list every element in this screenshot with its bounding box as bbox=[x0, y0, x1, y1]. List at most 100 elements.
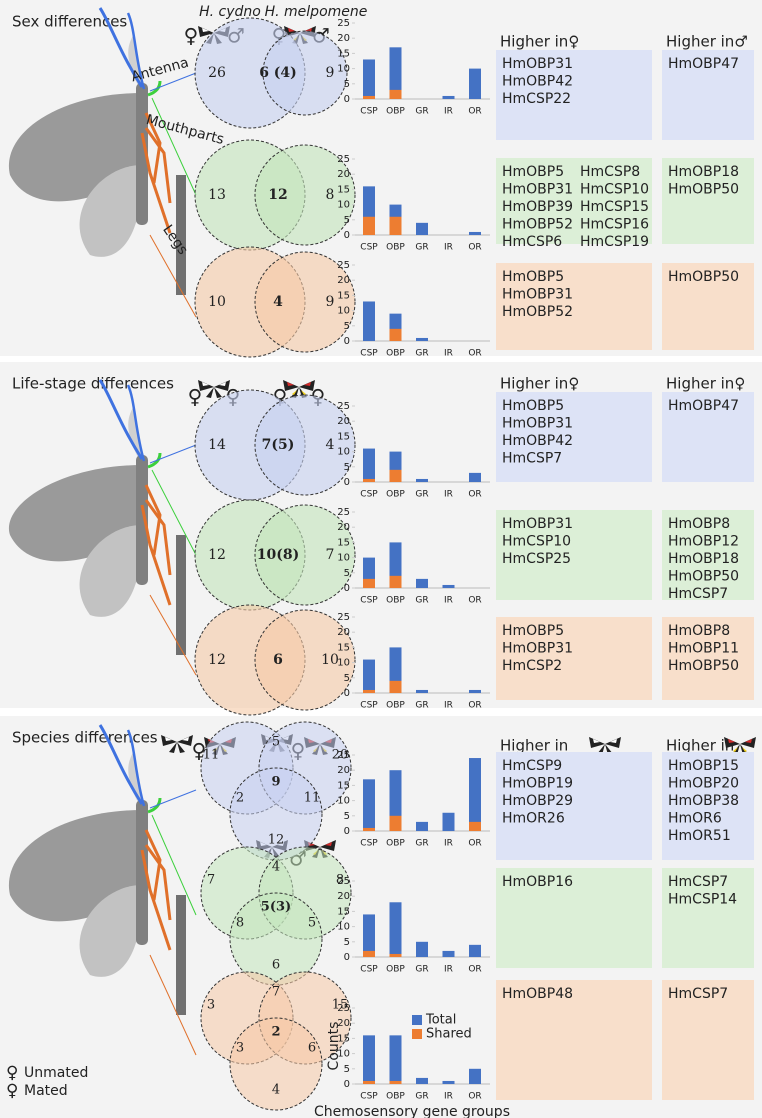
bar bbox=[363, 216, 375, 235]
y-tick-label: 15 bbox=[337, 906, 350, 917]
gene-name: HmCSP7 bbox=[668, 874, 728, 890]
y-tick-label: 0 bbox=[344, 477, 350, 488]
venn-count: 7 bbox=[326, 547, 335, 563]
venn-count: 4 bbox=[273, 294, 283, 310]
y-tick-label: 25 bbox=[337, 260, 350, 271]
antenna bbox=[126, 384, 146, 462]
x-tick-label: IR bbox=[444, 349, 453, 359]
column-header: Higher in bbox=[500, 737, 568, 755]
x-tick-label: IR bbox=[444, 243, 453, 253]
gene-name: HmOBP50 bbox=[668, 269, 739, 285]
gene-name: HmOBP50 bbox=[668, 182, 739, 198]
y-tick-label: 25 bbox=[337, 750, 350, 761]
y-tick-label: 15 bbox=[337, 780, 350, 791]
x-tick-label: CSP bbox=[360, 701, 378, 711]
x-tick-label: GR bbox=[415, 243, 428, 253]
butterfly-icon bbox=[161, 735, 193, 753]
venn-count: 20 bbox=[332, 748, 349, 763]
bar bbox=[416, 1077, 428, 1084]
y-axis-label: Counts bbox=[326, 1022, 342, 1071]
y-tick-label: 0 bbox=[344, 230, 350, 241]
venn-count: 10 bbox=[208, 294, 226, 310]
y-tick-label: 0 bbox=[344, 688, 350, 699]
butterfly-drawing bbox=[8, 379, 186, 655]
venn-circle bbox=[254, 504, 356, 606]
venn-count: 4 bbox=[326, 437, 335, 453]
y-tick-label: 15 bbox=[337, 290, 350, 301]
body bbox=[136, 83, 148, 225]
y-tick-label: 0 bbox=[344, 583, 350, 594]
x-tick-label: OBP bbox=[386, 701, 405, 711]
mouthparts bbox=[147, 80, 162, 97]
bar bbox=[363, 950, 375, 957]
gene-name: HmOBP52 bbox=[502, 217, 573, 233]
connector bbox=[149, 234, 197, 318]
y-tick-label: 25 bbox=[337, 876, 350, 887]
x-tick-label: OBP bbox=[386, 965, 405, 975]
band bbox=[308, 842, 332, 846]
gene-name: HmOBP52 bbox=[502, 304, 573, 320]
gene-name: HmOBP48 bbox=[502, 986, 573, 1002]
y-tick-label: 10 bbox=[337, 1049, 350, 1060]
bar bbox=[363, 478, 375, 482]
x-tick-label: CSP bbox=[360, 490, 378, 500]
bar bbox=[469, 758, 481, 831]
gene-name: HmOR51 bbox=[668, 828, 731, 844]
y-tick-label: 25 bbox=[337, 18, 350, 29]
gene-name: HmOBP50 bbox=[668, 658, 739, 674]
venn-count: 2 bbox=[271, 1025, 280, 1040]
y-tick-label: 15 bbox=[337, 431, 350, 442]
gene-name: HmOBP31 bbox=[502, 641, 573, 657]
x-tick-label: GR bbox=[415, 965, 428, 975]
y-tick-label: 20 bbox=[337, 1018, 350, 1029]
bar bbox=[389, 328, 402, 341]
y-tick-label: 25 bbox=[337, 401, 350, 412]
x-tick-label: OR bbox=[468, 1092, 481, 1102]
x-tick-label: GR bbox=[415, 107, 428, 117]
gene-name: HmOBP12 bbox=[668, 534, 739, 550]
x-tick-label: OR bbox=[468, 349, 481, 359]
y-tick-label: 20 bbox=[337, 33, 350, 44]
venn-circle bbox=[262, 30, 348, 116]
bar bbox=[363, 95, 375, 99]
gene-name: HmOBP18 bbox=[668, 164, 739, 180]
gene-name: HmCSP9 bbox=[502, 758, 562, 774]
gene-box bbox=[662, 752, 754, 860]
band bbox=[733, 747, 747, 752]
wing-shadow bbox=[128, 750, 142, 810]
y-tick-label: 15 bbox=[337, 1033, 350, 1044]
gene-name: HmCSP16 bbox=[580, 217, 649, 233]
x-tick-label: OBP bbox=[386, 349, 405, 359]
antenna bbox=[126, 12, 146, 90]
x-tick-label: IR bbox=[444, 107, 453, 117]
column-header: Higher in♀ bbox=[500, 375, 579, 393]
venn-circle bbox=[254, 251, 356, 353]
gene-name: HmOR26 bbox=[502, 811, 565, 827]
bar bbox=[469, 231, 481, 235]
connector bbox=[151, 814, 197, 916]
bar bbox=[389, 47, 402, 99]
x-tick-label: OR bbox=[468, 839, 481, 849]
column-header: Higher in♀ bbox=[500, 33, 579, 51]
connector bbox=[149, 594, 197, 676]
gene-name: HmCSP2 bbox=[502, 658, 562, 674]
x-tick-label: GR bbox=[415, 490, 428, 500]
y-tick-label: 25 bbox=[337, 612, 350, 623]
x-tick-label: CSP bbox=[360, 1092, 378, 1102]
legs bbox=[140, 829, 172, 951]
gene-box bbox=[496, 50, 652, 140]
venn-count: 6 bbox=[272, 958, 280, 973]
gene-name: HmOBP5 bbox=[502, 164, 564, 180]
bar bbox=[389, 953, 402, 957]
gene-box bbox=[496, 510, 652, 600]
venn-count: 9 bbox=[271, 775, 280, 790]
band bbox=[292, 390, 306, 395]
bar bbox=[363, 448, 375, 482]
venn-count: 9 bbox=[326, 294, 335, 310]
gene-name: HmCSP7 bbox=[668, 986, 728, 1002]
x-tick-label: IR bbox=[444, 596, 453, 606]
band bbox=[728, 739, 752, 743]
y-tick-label: 0 bbox=[344, 336, 350, 347]
venn-count: 7(5) bbox=[262, 437, 295, 453]
